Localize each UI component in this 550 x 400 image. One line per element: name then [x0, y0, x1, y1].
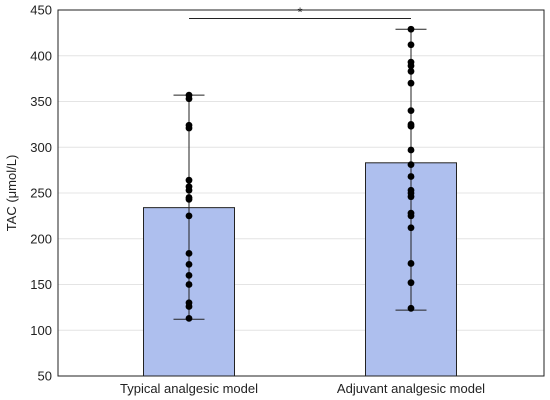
data-point	[407, 25, 415, 33]
x-tick-label: Typical analgesic model	[120, 381, 258, 396]
y-tick-label: 200	[30, 231, 52, 246]
data-point	[407, 107, 415, 115]
plot-frame	[57, 9, 545, 377]
data-point	[185, 260, 193, 268]
data-point	[407, 224, 415, 232]
data-point	[407, 161, 415, 169]
y-tick-label: 450	[30, 3, 52, 18]
grid-lines	[58, 9, 544, 377]
data-point	[407, 79, 415, 87]
data-point	[407, 146, 415, 154]
data-point	[185, 314, 193, 322]
data-point	[185, 186, 193, 194]
y-tick-label: 150	[30, 277, 52, 292]
data-point	[185, 271, 193, 279]
data-point	[407, 62, 415, 70]
data-point	[185, 212, 193, 220]
data-point	[185, 281, 193, 288]
data-point	[407, 67, 415, 75]
data-points	[185, 25, 415, 322]
data-point	[185, 176, 193, 184]
data-point	[185, 196, 193, 203]
data-point	[407, 122, 415, 130]
data-point	[407, 279, 415, 287]
data-point	[407, 173, 415, 180]
y-tick-label: 50	[38, 369, 52, 384]
x-tick-label: Adjuvant analgesic model	[337, 381, 485, 396]
y-tick-label: 400	[30, 48, 52, 63]
significance-star: *	[297, 5, 302, 20]
data-point	[407, 260, 415, 267]
data-point	[407, 304, 415, 312]
y-tick-labels: 50 100 150 200 250 300 350 400 450	[30, 3, 52, 384]
y-tick-label: 100	[30, 323, 52, 338]
x-tick-labels: Typical analgesic model Adjuvant analgesi…	[120, 381, 485, 396]
data-point	[407, 193, 415, 201]
y-tick-label: 250	[30, 186, 52, 201]
y-axis-label: TAC (μmol/L)	[4, 155, 19, 232]
y-tick-label: 350	[30, 94, 52, 109]
y-tick-label: 300	[30, 140, 52, 155]
data-point	[185, 95, 193, 103]
significance-annotation: *	[189, 5, 411, 20]
data-point	[185, 124, 193, 132]
data-point	[185, 249, 193, 257]
data-point	[185, 303, 193, 310]
data-point	[407, 212, 415, 220]
data-point	[407, 41, 415, 49]
